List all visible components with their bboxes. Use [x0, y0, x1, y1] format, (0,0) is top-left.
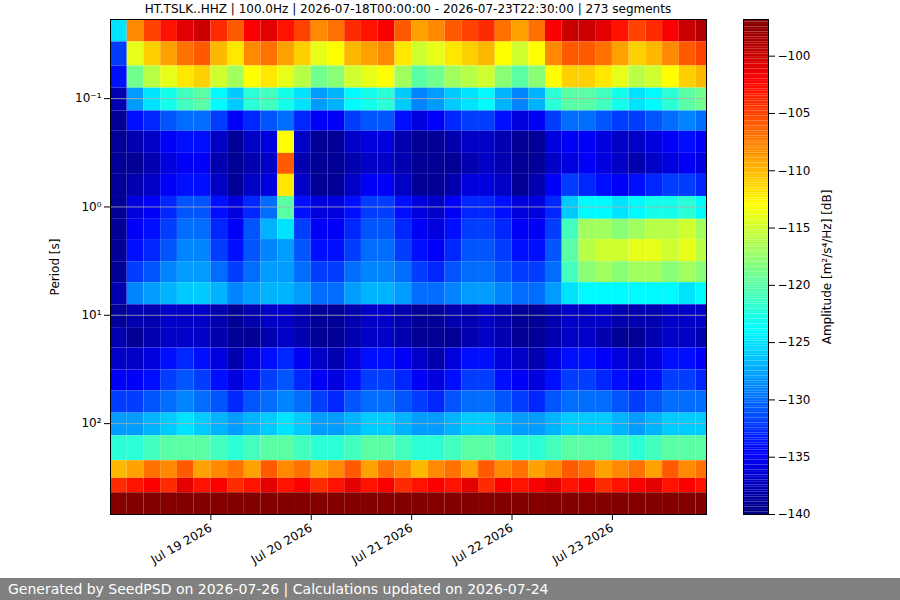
svg-text:10²: 10² — [81, 416, 101, 430]
svg-text:−140: −140 — [778, 507, 811, 521]
svg-text:−120: −120 — [778, 278, 811, 292]
svg-text:−130: −130 — [778, 393, 811, 407]
svg-text:Period [s]: Period [s] — [48, 239, 62, 296]
svg-text:10⁻¹: 10⁻¹ — [75, 91, 102, 105]
svg-text:Jul 19 2026: Jul 19 2026 — [148, 521, 215, 568]
svg-text:−115: −115 — [778, 221, 811, 235]
svg-text:Jul 20 2026: Jul 20 2026 — [248, 521, 315, 568]
svg-text:−105: −105 — [778, 106, 811, 120]
svg-text:−100: −100 — [778, 49, 811, 63]
svg-text:−110: −110 — [778, 164, 811, 178]
svg-text:Jul 21 2026: Jul 21 2026 — [348, 521, 415, 568]
svg-text:Amplitude [m²/s⁴/Hz] [dB]: Amplitude [m²/s⁴/Hz] [dB] — [820, 190, 834, 345]
svg-text:−135: −135 — [778, 450, 811, 464]
svg-text:−125: −125 — [778, 335, 811, 349]
svg-text:10¹: 10¹ — [81, 308, 101, 322]
html-text:Generated by SeedPSD on 2026-0: Generated by SeedPSD on 2026-07-26 | Cal… — [8, 581, 549, 597]
html-text:HT.TSLK..HHZ | 100.0Hz | 2026-: HT.TSLK..HHZ | 100.0Hz | 2026-07-18T00:0… — [144, 2, 672, 16]
svg-text:Jul 23 2026: Jul 23 2026 — [549, 521, 616, 568]
svg-text:10⁰: 10⁰ — [81, 200, 101, 214]
svg-text:Jul 22 2026: Jul 22 2026 — [449, 521, 516, 568]
